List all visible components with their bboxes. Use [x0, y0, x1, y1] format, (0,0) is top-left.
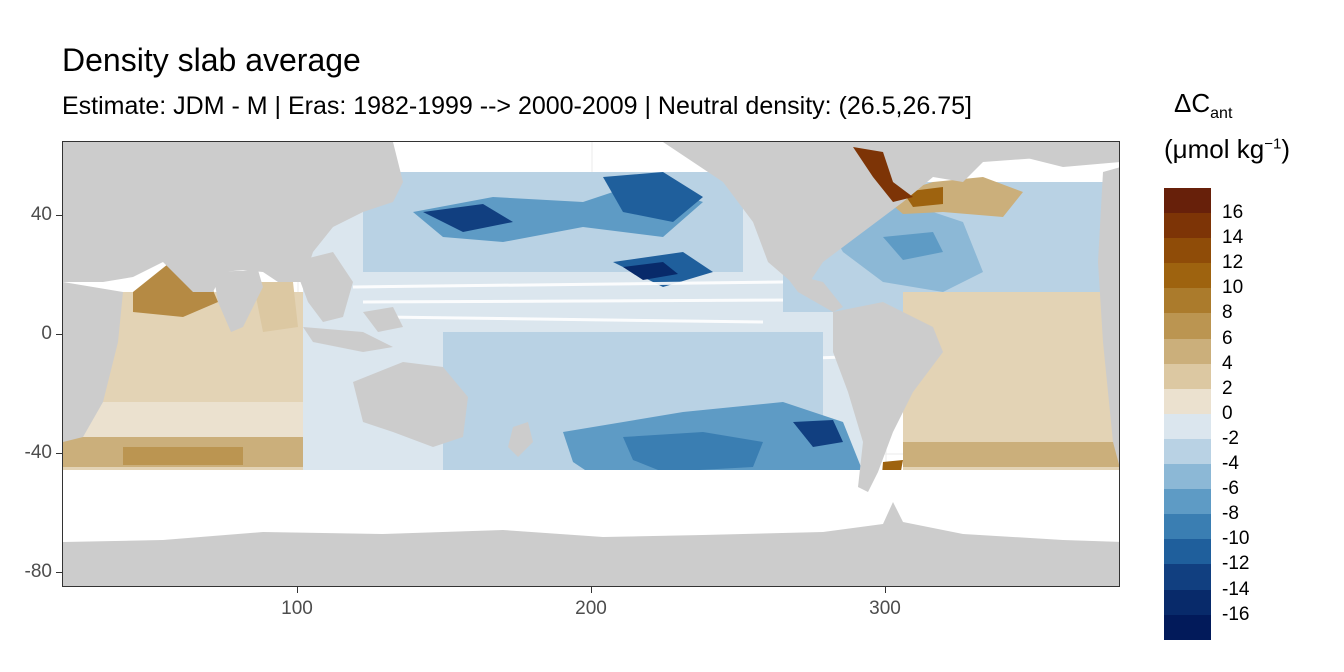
x-tick-label: 200 — [575, 598, 607, 619]
colorbar-label: 0 — [1222, 402, 1233, 424]
colorbar-swatch — [1164, 188, 1211, 214]
x-tick — [885, 587, 886, 593]
colorbar-label: 12 — [1222, 252, 1244, 274]
x-tick-label: 300 — [869, 598, 901, 619]
y-tick — [56, 572, 62, 573]
colorbar-label: 10 — [1222, 277, 1244, 299]
colorbar-label: -14 — [1222, 578, 1250, 600]
colorbar-swatch — [1164, 489, 1211, 515]
legend-title: ΔCant — [1174, 88, 1233, 123]
colorbar-swatch — [1164, 438, 1211, 465]
colorbar-label: -4 — [1222, 453, 1239, 474]
legend-unit: (μmol kg−1) — [1164, 134, 1290, 164]
y-tick-label: -80 — [24, 561, 52, 582]
colorbar-label: 14 — [1222, 227, 1244, 249]
colorbar-swatch — [1164, 313, 1211, 339]
colorbar-label: 8 — [1222, 302, 1233, 324]
colorbar-swatch — [1164, 539, 1211, 565]
hudson-high-values — [853, 147, 913, 202]
land-masses — [63, 142, 1119, 586]
colorbar-swatch — [1164, 514, 1211, 540]
colorbar-label: 2 — [1222, 377, 1233, 399]
y-tick-label: 0 — [41, 323, 52, 344]
y-tick — [56, 334, 62, 335]
colorbar-swatch — [1164, 388, 1211, 414]
map-canvas — [63, 142, 1119, 586]
colorbar-swatch — [1164, 363, 1211, 389]
colorbar-swatch — [1164, 413, 1211, 439]
x-tick-label: 100 — [281, 598, 313, 619]
plot-subtitle: Estimate: JDM - M | Eras: 1982-1999 --> … — [62, 92, 972, 120]
colorbar-label: 6 — [1222, 327, 1233, 349]
x-tick — [297, 587, 298, 593]
x-tick — [591, 587, 592, 593]
plot-title: Density slab average — [62, 42, 361, 78]
colorbar-swatch — [1164, 263, 1211, 289]
colorbar — [1164, 188, 1211, 640]
y-tick — [56, 453, 62, 454]
colorbar-swatch — [1164, 238, 1211, 264]
colorbar-swatch — [1164, 589, 1211, 615]
colorbar-label: -16 — [1222, 603, 1250, 625]
y-tick — [56, 215, 62, 216]
colorbar-swatch — [1164, 614, 1211, 640]
colorbar-label: -12 — [1222, 553, 1250, 575]
map-panel — [62, 141, 1120, 587]
colorbar-swatch — [1164, 213, 1211, 239]
colorbar-label: -8 — [1222, 503, 1239, 525]
colorbar-label: 4 — [1222, 352, 1233, 374]
colorbar-label: -10 — [1222, 528, 1250, 550]
colorbar-label: -2 — [1222, 427, 1239, 449]
colorbar-swatch — [1164, 338, 1211, 364]
y-tick-label: 40 — [30, 204, 52, 225]
colorbar-swatch — [1164, 564, 1211, 590]
y-tick-label: -40 — [24, 442, 52, 463]
colorbar-label: -6 — [1222, 478, 1239, 500]
colorbar-label: 16 — [1222, 202, 1244, 223]
colorbar-swatch — [1164, 464, 1211, 490]
colorbar-swatch — [1164, 288, 1211, 314]
